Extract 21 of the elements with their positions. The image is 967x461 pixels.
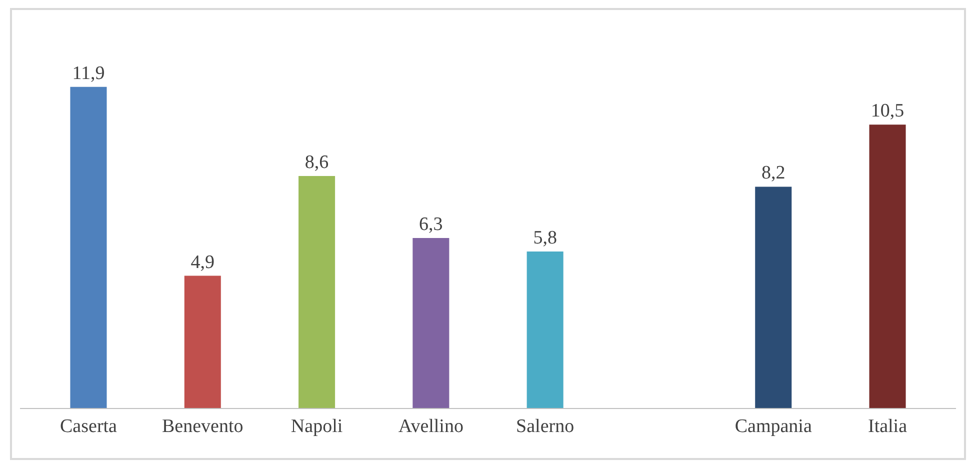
x-tick-label: Napoli — [290, 416, 343, 437]
data-label: 11,9 — [72, 62, 105, 84]
bar — [526, 252, 564, 408]
data-label: 10,5 — [870, 100, 904, 122]
x-tick-label: Campania — [734, 416, 812, 437]
x-tick-label: Avellino — [398, 416, 464, 437]
bar — [184, 276, 221, 408]
bar — [298, 176, 336, 408]
data-label: 6,3 — [419, 214, 443, 236]
bar — [755, 186, 792, 408]
data-label: 8,2 — [761, 162, 786, 184]
x-tick-label: Caserta — [60, 416, 118, 437]
bar — [70, 86, 107, 408]
data-label: 8,6 — [304, 152, 329, 173]
x-tick-label: Benevento — [162, 416, 244, 437]
x-tick-label: Salerno — [516, 416, 574, 437]
x-tick-label: Italia — [868, 416, 908, 437]
data-label: 5,8 — [533, 228, 557, 248]
bar — [412, 238, 450, 408]
data-label: 4,9 — [190, 252, 215, 273]
bar — [869, 124, 906, 408]
